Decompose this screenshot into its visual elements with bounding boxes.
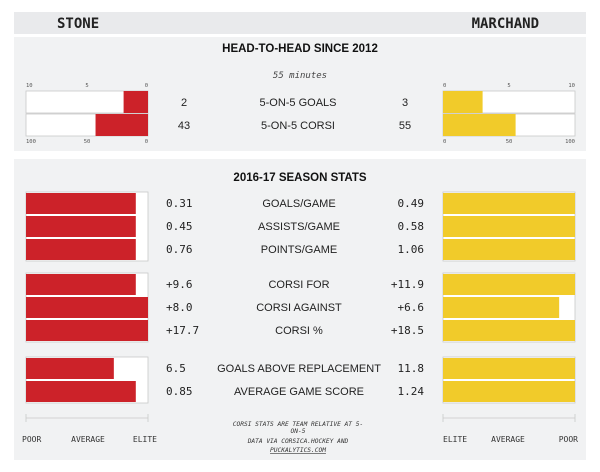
season-right-value-average-game-score: 1.24 bbox=[398, 385, 425, 398]
h2h-right-bar-5-on-5-corsi bbox=[443, 114, 516, 136]
h2h-left-tick-5-on-5-corsi-1: 50 bbox=[84, 139, 91, 145]
season-left-value-points-game: 0.76 bbox=[166, 243, 193, 256]
h2h-right-bar-5-on-5-goals bbox=[443, 91, 483, 113]
h2h-right-value-5-on-5-corsi: 55 bbox=[399, 120, 411, 132]
season-left-value-corsi-against: +8.0 bbox=[166, 301, 193, 314]
scale-label-average-left: AVERAGE bbox=[71, 435, 105, 444]
season-left-value-corsi: +17.7 bbox=[166, 324, 199, 337]
h2h-left-tick-5-on-5-goals-2: 0 bbox=[145, 83, 148, 89]
season-right-bar-corsi-for bbox=[443, 274, 575, 295]
season-right-bar-assists-game bbox=[443, 216, 575, 237]
season-left-value-goals-game: 0.31 bbox=[166, 197, 193, 210]
season-label-points-game: POINTS/GAME bbox=[261, 244, 337, 256]
head-to-head-title: HEAD-TO-HEAD SINCE 2012 bbox=[222, 43, 378, 55]
season-right-value-points-game: 1.06 bbox=[398, 243, 425, 256]
h2h-right-value-5-on-5-goals: 3 bbox=[402, 97, 408, 109]
season-right-bar-goals-above-replacement bbox=[443, 358, 575, 379]
season-right-value-corsi-against: +6.6 bbox=[398, 301, 425, 314]
season-left-bar-points-game bbox=[26, 239, 136, 260]
season-right-bar-average-game-score bbox=[443, 381, 575, 402]
h2h-right-tick-5-on-5-goals-0: 0 bbox=[443, 83, 446, 89]
season-left-value-corsi-for: +9.6 bbox=[166, 278, 193, 291]
season-right-value-goals-game: 0.49 bbox=[398, 197, 425, 210]
season-stats-title: 2016-17 SEASON STATS bbox=[233, 172, 366, 184]
season-label-corsi: CORSI % bbox=[275, 325, 323, 337]
header-band bbox=[14, 12, 586, 34]
h2h-left-bar-5-on-5-goals bbox=[123, 91, 148, 113]
season-label-corsi-against: CORSI AGAINST bbox=[256, 302, 342, 314]
season-label-goals-game: GOALS/GAME bbox=[262, 198, 335, 210]
season-label-corsi-for: CORSI FOR bbox=[268, 279, 329, 291]
h2h-left-bar-5-on-5-corsi bbox=[95, 114, 148, 136]
season-label-assists-game: ASSISTS/GAME bbox=[258, 221, 340, 233]
season-left-value-average-game-score: 0.85 bbox=[166, 385, 193, 398]
season-left-value-assists-game: 0.45 bbox=[166, 220, 193, 233]
season-left-value-goals-above-replacement: 6.5 bbox=[166, 362, 186, 375]
h2h-right-tick-5-on-5-corsi-0: 0 bbox=[443, 139, 446, 145]
scale-label-elite-right: ELITE bbox=[443, 435, 467, 444]
h2h-left-value-5-on-5-corsi: 43 bbox=[178, 120, 190, 132]
h2h-left-value-5-on-5-goals: 2 bbox=[181, 97, 187, 109]
h2h-left-tick-5-on-5-corsi-0: 100 bbox=[26, 139, 36, 145]
scale-label-poor-right: POOR bbox=[559, 435, 578, 444]
season-left-bar-average-game-score bbox=[26, 381, 136, 402]
right-player-name: MARCHAND bbox=[472, 16, 539, 32]
season-right-value-assists-game: 0.58 bbox=[398, 220, 425, 233]
season-left-bar-corsi bbox=[26, 320, 148, 341]
h2h-left-tick-5-on-5-goals-1: 5 bbox=[85, 83, 88, 89]
season-right-value-corsi: +18.5 bbox=[391, 324, 424, 337]
footer-note-line-2: ON-5 bbox=[291, 428, 306, 435]
season-right-bar-corsi bbox=[443, 320, 575, 341]
season-right-value-corsi-for: +11.9 bbox=[391, 278, 424, 291]
left-player-name: STONE bbox=[57, 16, 99, 32]
season-left-bar-goals-game bbox=[26, 193, 136, 214]
season-right-bar-points-game bbox=[443, 239, 575, 260]
h2h-right-tick-5-on-5-corsi-2: 100 bbox=[565, 139, 575, 145]
footer-note-line-1: CORSI STATS ARE TEAM RELATIVE AT 5- bbox=[233, 421, 363, 428]
season-left-bar-corsi-against bbox=[26, 297, 148, 318]
h2h-right-tick-5-on-5-goals-2: 10 bbox=[568, 83, 575, 89]
h2h-right-tick-5-on-5-corsi-1: 50 bbox=[506, 139, 513, 145]
h2h-left-tick-5-on-5-corsi-2: 0 bbox=[145, 139, 148, 145]
h2h-right-tick-5-on-5-goals-1: 5 bbox=[507, 83, 510, 89]
season-right-bar-corsi-against bbox=[443, 297, 560, 318]
season-left-bar-corsi-for bbox=[26, 274, 136, 295]
h2h-label-5-on-5-corsi: 5-ON-5 CORSI bbox=[261, 120, 335, 132]
h2h-label-5-on-5-goals: 5-ON-5 GOALS bbox=[259, 97, 336, 109]
season-label-average-game-score: AVERAGE GAME SCORE bbox=[234, 386, 364, 398]
season-left-bar-goals-above-replacement bbox=[26, 358, 114, 379]
head-to-head-subtitle: 55 minutes bbox=[273, 71, 327, 81]
footer-note-line-4: PUCKALYTICS.COM bbox=[270, 447, 326, 454]
footer-note-line-3: DATA VIA CORSICA.HOCKEY AND bbox=[247, 438, 349, 445]
h2h-left-tick-5-on-5-goals-0: 10 bbox=[26, 83, 33, 89]
scale-label-elite-left: ELITE bbox=[133, 435, 157, 444]
season-right-bar-goals-game bbox=[443, 193, 575, 214]
season-label-goals-above-replacement: GOALS ABOVE REPLACEMENT bbox=[217, 363, 381, 375]
season-right-value-goals-above-replacement: 11.8 bbox=[398, 362, 425, 375]
scale-label-poor-left: POOR bbox=[22, 435, 41, 444]
season-left-bar-assists-game bbox=[26, 216, 136, 237]
scale-label-average-right: AVERAGE bbox=[491, 435, 525, 444]
